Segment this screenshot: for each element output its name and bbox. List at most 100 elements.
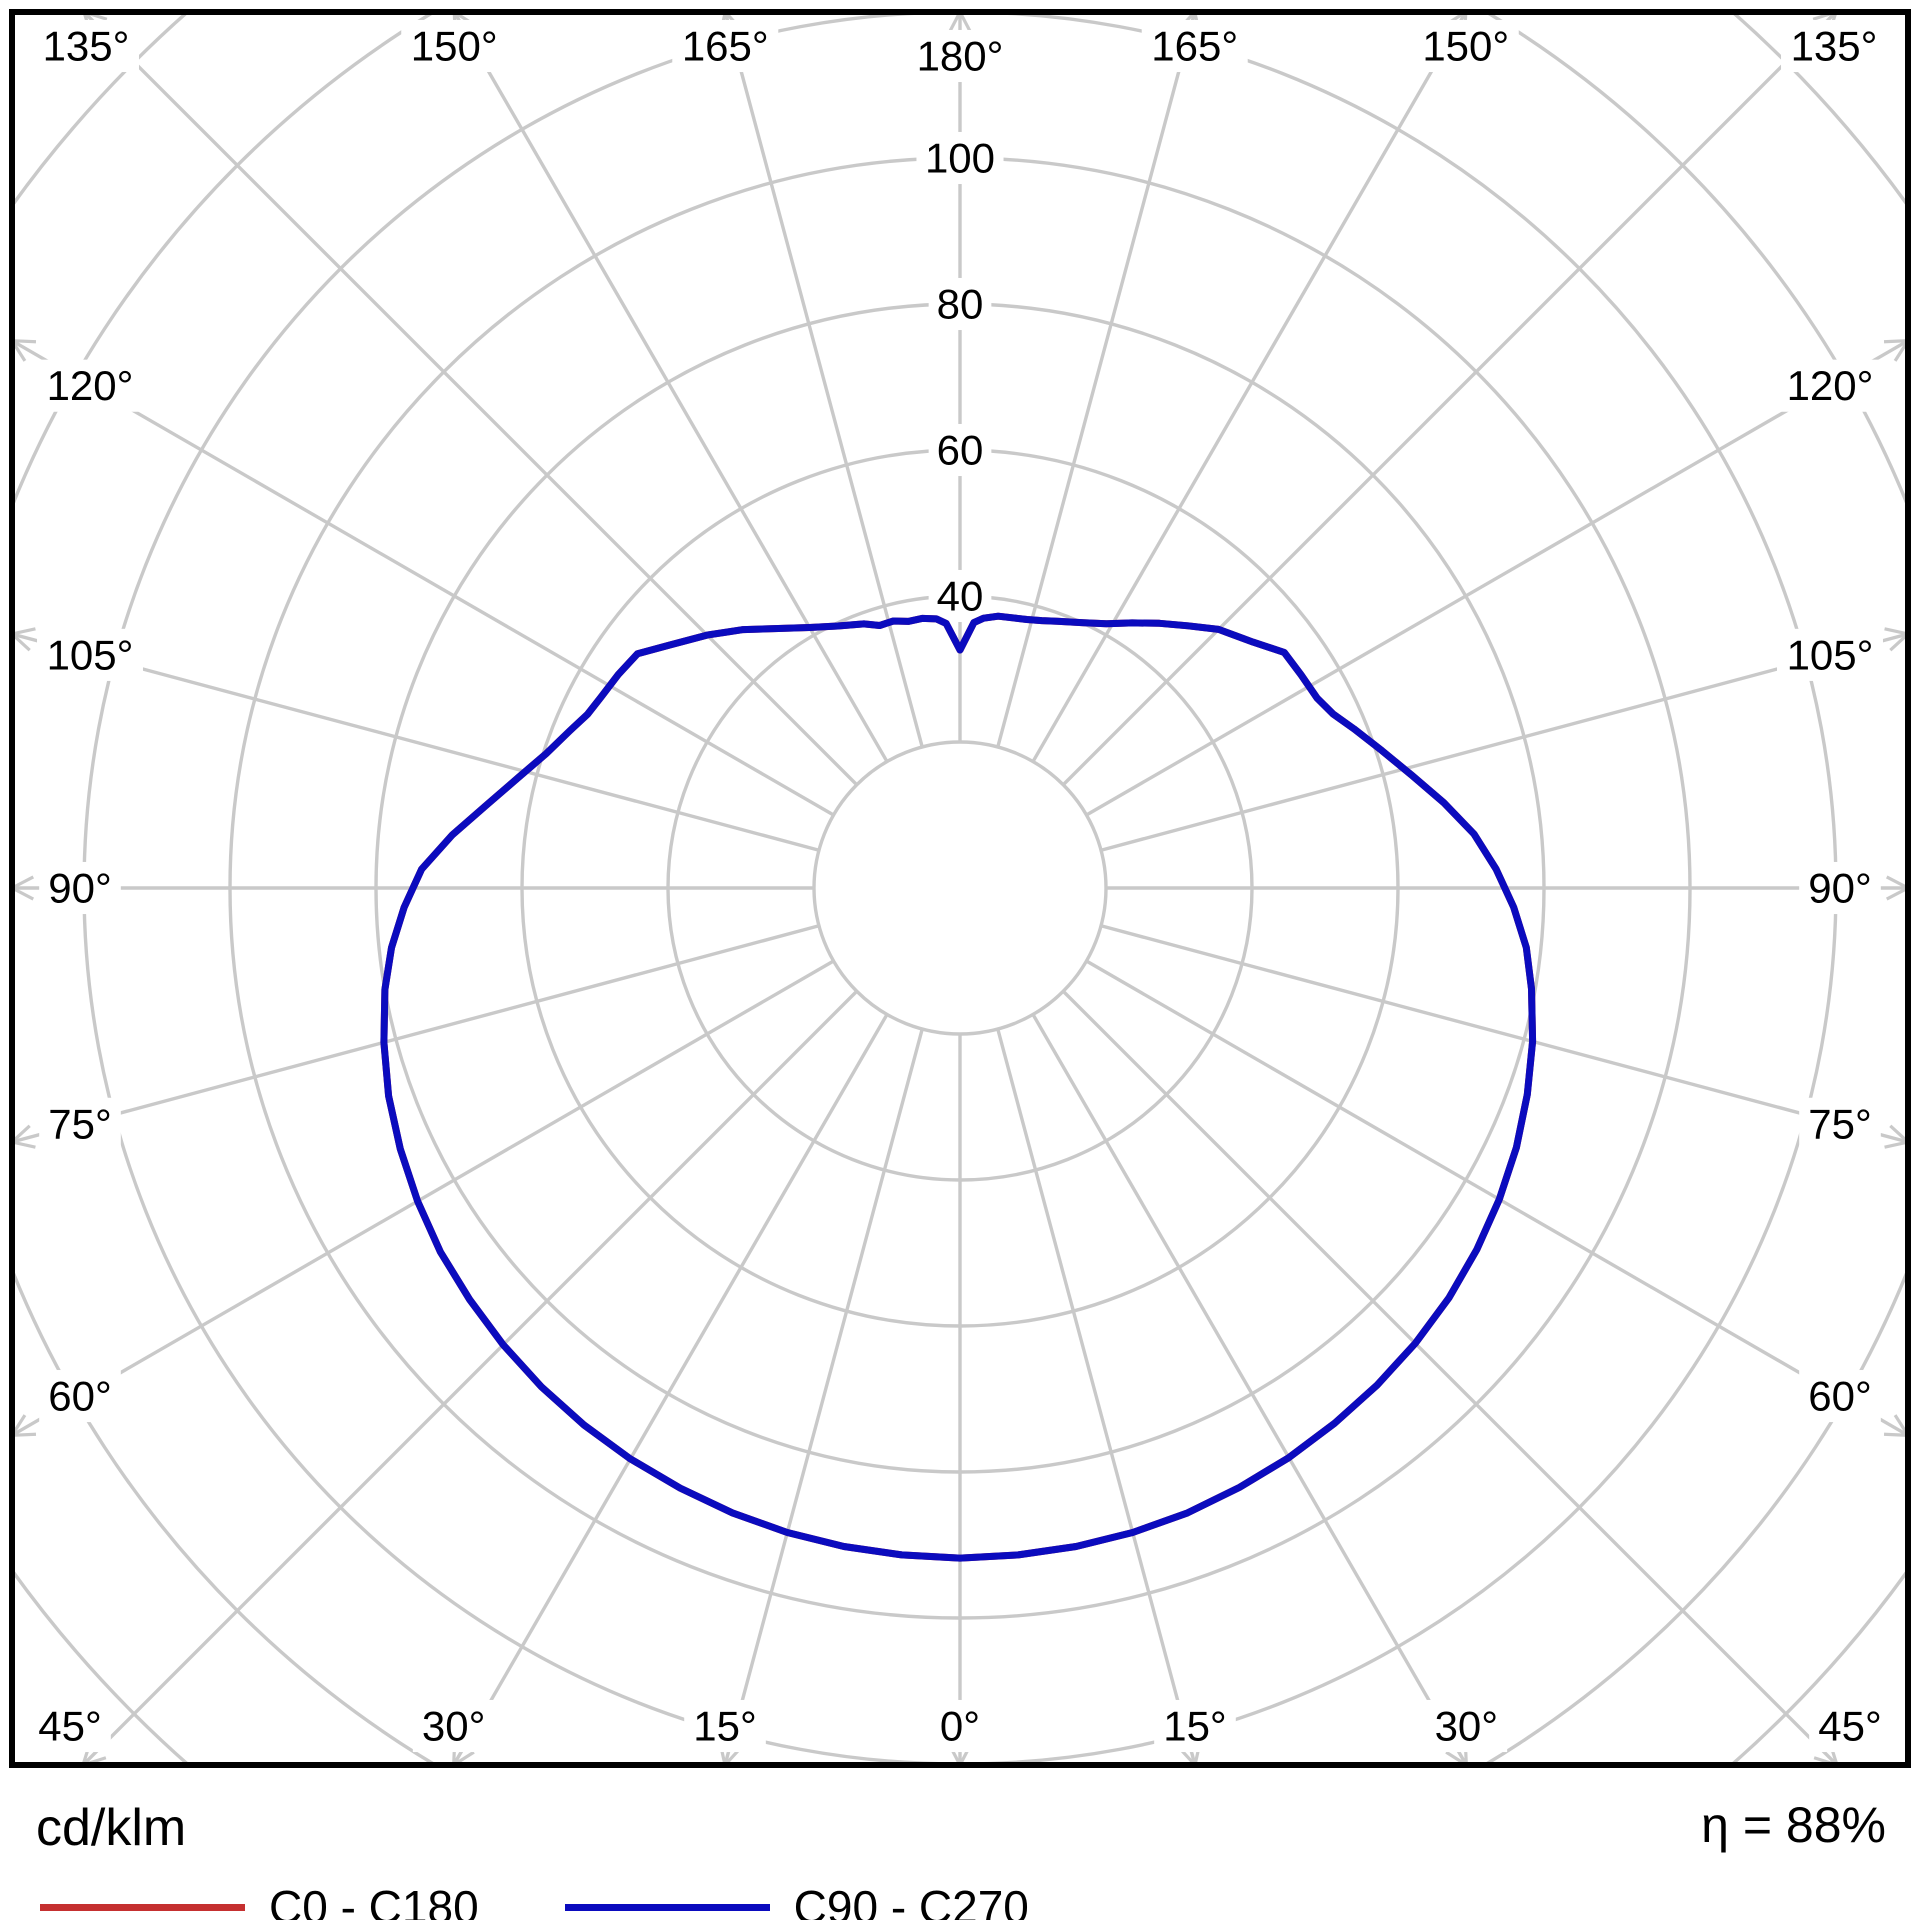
angle-label-75-10-bg [1799,1097,1881,1150]
grid-ray-150 [1031,12,1468,763]
angle-label-180-23: 180° [917,33,1004,80]
angle-label-75-9-bg [39,1097,121,1150]
legend-label-c90-c270: C90 - C270 [793,1881,1029,1920]
angle-label-45-6: 45° [1818,1703,1882,1750]
radial-tick-60-bg [928,423,992,477]
ray-arrow-icon [12,1432,37,1437]
angle-label-60-8-bg [1799,1370,1881,1423]
ray-arrow-icon [958,12,973,35]
ray-arrow-icon [1883,1432,1908,1437]
ray-arrow-icon [1883,339,1908,344]
grid-ray--165 [723,12,924,748]
angle-label-105-13: 105° [47,631,134,678]
angle-label-90-11: 90° [48,865,112,912]
grid-ray--45 [81,990,858,1765]
grid-ray-165 [996,12,1197,748]
grid-ray-45 [1062,990,1839,1765]
angle-label-120-16: 120° [1787,362,1874,409]
angle-label-120-16-bg [1777,359,1883,412]
angle-label-90-12-bg [1799,861,1881,915]
grid-ray--75 [12,924,820,1144]
grid-ray--30 [452,1013,889,1765]
ray-arrow-icon [12,875,35,890]
angle-label-30-4-bg [1425,1699,1508,1753]
ray-arrow-icon [1885,875,1908,890]
angle-label-30-3-bg [412,1699,495,1753]
grid-ray--105 [12,632,820,852]
curve-c90-c270 [380,612,1537,1562]
radial-tick-40: 40 [937,573,984,620]
angle-label-105-14-bg [1777,628,1883,681]
angle-label-45-5: 45° [38,1703,102,1750]
grid-ray-135 [1062,12,1838,786]
angle-label-135-18: 135° [1791,23,1878,70]
angle-label-15-2: 15° [1163,1703,1227,1750]
grid-ray--135 [82,12,858,786]
radial-tick-80-bg [928,277,992,331]
angle-label-0-0-bg [931,1699,989,1753]
legend-swatch-red [40,1903,245,1911]
angle-label-150-19-bg [401,19,508,73]
angle-label-165-22: 165° [1151,23,1238,70]
grid-ray--15 [723,1028,924,1765]
angle-label-180-23-bg [907,29,1013,83]
radial-tick-80: 80 [937,281,984,328]
grid-ray--120 [12,339,835,817]
angle-label-60-7: 60° [48,1373,112,1420]
grid-ray-105 [1100,632,1908,852]
legend-swatch-blue [564,1903,770,1911]
grid-ray--60 [12,959,835,1437]
angle-label-90-11-bg [39,861,121,915]
angle-label-15-2-bg [1154,1699,1236,1753]
ray-arrow-icon [1884,1140,1908,1149]
curve-c0-c180 [380,612,1537,1562]
angle-label-75-10: 75° [1808,1100,1872,1147]
unit-label: cd/klm [36,1799,187,1857]
angle-label-150-20-bg [1412,19,1519,73]
angle-label-135-17: 135° [43,23,130,70]
radial-tick-40-bg [928,569,992,623]
angle-label-0-0: 0° [940,1703,980,1750]
angle-label-120-15-bg [37,359,143,412]
grid-ring-20 [812,740,1108,1036]
angle-label-150-20: 150° [1422,23,1509,70]
angle-label-165-22-bg [1141,19,1248,73]
angle-label-15-1-bg [684,1699,766,1753]
grid-ray-75 [1100,924,1908,1144]
legend-label-c0-c180: C0 - C180 [269,1881,479,1920]
angle-label-150-19: 150° [411,23,498,70]
angle-label-75-9: 75° [48,1100,112,1147]
ray-arrow-icon [12,886,35,901]
angle-label-90-12: 90° [1808,865,1872,912]
ray-arrow-icon [1884,627,1908,636]
plot-border [9,9,1911,1768]
ray-arrow-icon [12,627,36,636]
ray-arrow-icon [947,12,962,35]
legend: C0 - C180 C90 - C270 [40,1880,1029,1920]
legend-item-c90-c270: C90 - C270 [564,1880,1029,1920]
angle-label-135-18-bg [1781,19,1887,73]
angle-label-60-8: 60° [1808,1373,1872,1420]
angle-label-30-4: 30° [1435,1703,1499,1750]
radial-tick-100-bg [916,131,1004,185]
grid-ray-15 [996,1028,1197,1765]
angle-label-60-7-bg [39,1370,121,1423]
angle-label-165-21: 165° [682,23,769,70]
angle-label-120-15: 120° [47,362,134,409]
angle-label-15-1: 15° [693,1703,757,1750]
angle-label-135-17-bg [33,19,139,73]
ray-arrow-icon [12,339,37,344]
grid-ray--150 [452,12,889,763]
efficiency-value: η = 88% [1701,1797,1886,1853]
angle-label-105-13-bg [37,628,143,681]
legend-item-c0-c180: C0 - C180 [40,1880,479,1920]
angle-label-45-5-bg [29,1699,111,1753]
angle-label-30-3: 30° [422,1703,486,1750]
angle-label-165-21-bg [672,19,779,73]
grid-ray-120 [1085,339,1908,817]
ray-arrow-icon [12,1140,36,1149]
angle-label-45-6-bg [1809,1699,1891,1753]
